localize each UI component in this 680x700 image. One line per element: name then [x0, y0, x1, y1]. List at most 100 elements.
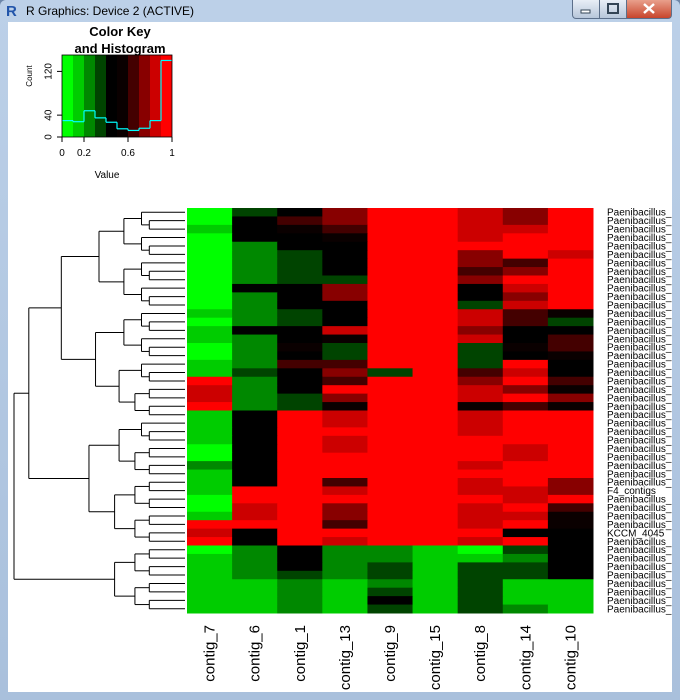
- minimize-button[interactable]: [572, 0, 600, 19]
- row-label: Paenibacillus_: [607, 267, 672, 278]
- heatmap-cell: [502, 233, 549, 243]
- row-label: KCCM_4045: [607, 528, 665, 539]
- heatmap-cell: [187, 545, 233, 555]
- heatmap-cell: [502, 368, 549, 378]
- heatmap-cell: [187, 208, 233, 217]
- heatmap-cell: [412, 545, 459, 555]
- heatmap-cell: [187, 587, 233, 597]
- row-label: Paenibacillus_: [607, 537, 672, 548]
- heatmap-cell: [367, 224, 414, 234]
- heatmap-cell: [232, 503, 278, 513]
- heatmap-cell: [547, 461, 594, 471]
- heatmap-cell: [322, 326, 368, 336]
- heatmap-cell: [367, 343, 414, 352]
- row-label: Paenibacillus_: [607, 562, 672, 573]
- heatmap-cell: [277, 283, 323, 293]
- heatmap-cell: [502, 334, 549, 344]
- heatmap-cell: [502, 503, 549, 513]
- heatmap-cell: [367, 596, 414, 606]
- heatmap-cell: [187, 402, 233, 411]
- heatmap-cell: [412, 444, 459, 454]
- heatmap-cell: [457, 326, 504, 336]
- heatmap-cell: [457, 250, 504, 260]
- heatmap-cell: [322, 452, 368, 462]
- heatmap-cell: [322, 216, 368, 226]
- heatmap-cell: [367, 258, 414, 268]
- heatmap-cell: [232, 553, 278, 563]
- heatmap-cell: [547, 452, 594, 462]
- heatmap-cell: [367, 250, 414, 260]
- heatmap-cell: [322, 351, 368, 361]
- heatmap-cell: [367, 545, 414, 555]
- heatmap-cell: [367, 537, 414, 546]
- row-label: Paenibacillus_: [607, 393, 672, 404]
- heatmap-cell: [502, 224, 549, 234]
- heatmap-cell: [412, 359, 459, 369]
- maximize-button[interactable]: [599, 0, 627, 19]
- key-color-bin: [161, 55, 172, 137]
- heatmap-cell: [277, 216, 323, 226]
- heatmap-cell: [187, 444, 233, 454]
- heatmap-cell: [547, 258, 594, 268]
- row-label: Paenibacillus_: [607, 216, 672, 227]
- heatmap-cell: [187, 241, 233, 251]
- heatmap-cell: [322, 241, 368, 251]
- heatmap-cell: [187, 520, 233, 530]
- row-label: Paenibacillus_: [607, 604, 672, 615]
- heatmap-cell: [367, 570, 414, 580]
- close-button[interactable]: [626, 0, 672, 19]
- heatmap-cell: [232, 579, 278, 589]
- heatmap-cell: [322, 334, 368, 344]
- row-label: Paenibacillus_: [607, 360, 672, 371]
- heatmap-cell: [457, 208, 504, 217]
- heatmap-cell: [502, 427, 549, 437]
- heatmap-cell: [277, 351, 323, 361]
- heatmap-cell: [322, 553, 368, 563]
- heatmap-cell: [277, 604, 323, 614]
- heatmap-cell: [502, 494, 549, 504]
- heatmap-cell: [232, 292, 278, 302]
- heatmap-cell: [457, 604, 504, 614]
- heatmap-cell: [187, 486, 233, 496]
- heatmap-cell: [277, 410, 323, 420]
- app-icon: R: [6, 3, 17, 20]
- heatmap-cell: [457, 469, 504, 479]
- heatmap-cell: [457, 275, 504, 285]
- row-label: Paenibacillus_: [607, 309, 672, 320]
- heatmap-cell: [367, 241, 414, 251]
- heatmap-cell: [232, 562, 278, 572]
- heatmap-cell: [187, 562, 233, 572]
- heatmap-cell: [277, 224, 323, 234]
- heatmap-cell: [457, 579, 504, 589]
- heatmap-cell: [277, 300, 323, 310]
- heatmap-cell: [412, 216, 459, 226]
- heatmap-cell: [457, 562, 504, 572]
- row-label: Paenibacillus_: [607, 284, 672, 295]
- key-color-bin: [62, 55, 73, 137]
- heatmap-cell: [457, 224, 504, 234]
- heatmap-cell: [232, 250, 278, 260]
- heatmap-cell: [232, 233, 278, 243]
- heatmap-cell: [322, 300, 368, 310]
- heatmap-cell: [187, 258, 233, 268]
- heatmap-cell: [412, 486, 459, 496]
- heatmap-cell: [457, 418, 504, 428]
- heatmap-cell: [187, 427, 233, 437]
- column-label: contig_14: [517, 625, 534, 690]
- row-label: Paenibacillus_: [607, 275, 672, 286]
- heatmap-cell: [547, 402, 594, 411]
- heatmap-cell: [322, 402, 368, 411]
- heatmap-cell: [367, 587, 414, 597]
- heatmap-cell: [502, 570, 549, 580]
- heatmap-cell: [502, 528, 549, 538]
- heatmap-cell: [457, 553, 504, 563]
- heatmap-cell: [367, 478, 414, 487]
- heatmap-cell: [187, 579, 233, 589]
- heatmap-cell: [277, 418, 323, 428]
- heatmap-cell: [187, 216, 233, 226]
- key-color-bin: [73, 55, 84, 137]
- heatmap-cell: [502, 562, 549, 572]
- heatmap-cell: [457, 368, 504, 378]
- heatmap-cell: [502, 309, 549, 319]
- heatmap-cell: [187, 351, 233, 361]
